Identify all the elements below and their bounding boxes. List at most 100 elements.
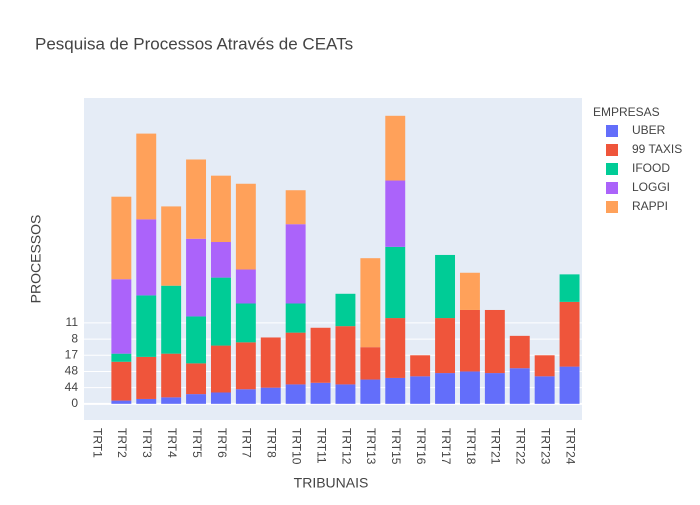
bar-segment — [459, 371, 480, 404]
bar-segment — [136, 398, 157, 404]
bar-segment — [136, 356, 157, 399]
bar-segment — [435, 373, 456, 404]
bar-segment — [235, 303, 256, 343]
bar-segment — [210, 392, 231, 404]
bar-segment — [559, 274, 580, 302]
bar-segment — [360, 258, 381, 348]
bar-segment — [484, 309, 505, 374]
legend-swatch — [606, 182, 618, 194]
bar-segment — [285, 384, 306, 404]
bar-segment — [210, 345, 231, 393]
x-tick-label: TRT16 — [414, 428, 428, 465]
x-tick-label: TRT7 — [240, 428, 254, 458]
bar-segment — [235, 183, 256, 270]
bar-segment — [559, 366, 580, 404]
bar-segment — [260, 387, 281, 404]
bar-segment — [559, 301, 580, 367]
x-tick-label: TRT1 — [90, 428, 104, 458]
bar-segment — [435, 318, 456, 374]
bar-segment — [285, 224, 306, 304]
bar-segment — [435, 254, 456, 319]
legend-label: IFOOD — [632, 161, 670, 175]
bar-segment — [459, 309, 480, 372]
x-tick-label: TRT6 — [215, 428, 229, 458]
bar-segment — [161, 397, 182, 404]
bar-segment — [161, 285, 182, 354]
x-tick-label: TRT18 — [464, 428, 478, 465]
bar-segment — [235, 389, 256, 404]
bar-segment — [385, 377, 406, 404]
bar-segment — [385, 318, 406, 378]
bar-segment — [111, 196, 132, 280]
bar-segment — [484, 373, 505, 404]
bar-segment — [136, 133, 157, 220]
bar-segment — [210, 242, 231, 278]
bar-segment — [360, 347, 381, 380]
bar-segment — [186, 316, 207, 364]
y-axis-title: PROCESSOS — [28, 215, 44, 304]
bar-segment — [111, 400, 132, 404]
x-tick-label: TRT12 — [339, 428, 353, 465]
x-tick-label: TRT24 — [563, 428, 577, 465]
bar-segment — [186, 159, 207, 239]
bar-segment — [335, 326, 356, 385]
bar-segment — [111, 279, 132, 354]
legend-swatch — [606, 201, 618, 213]
y-tick-label: 17 — [65, 347, 79, 361]
bar-segment — [186, 394, 207, 404]
x-tick-label: TRT21 — [489, 428, 503, 465]
bar-segment — [285, 332, 306, 385]
bar-segment — [335, 293, 356, 327]
x-tick-label: TRT15 — [389, 428, 403, 465]
y-tick-label: 48 — [65, 364, 79, 378]
bar-segment — [235, 269, 256, 304]
bar-segment — [260, 337, 281, 388]
bar-segment — [534, 376, 555, 404]
bar-segment — [509, 335, 530, 369]
bar-segment — [410, 355, 431, 377]
bar-segment — [410, 376, 431, 404]
bar-segment — [385, 246, 406, 319]
bar-segment — [235, 342, 256, 390]
bar-segment — [335, 384, 356, 404]
y-tick-label: 8 — [71, 331, 78, 345]
bar-segment — [534, 355, 555, 377]
bar-segment — [385, 115, 406, 181]
legend-label: UBER — [632, 123, 666, 137]
x-tick-label: TRT2 — [115, 428, 129, 458]
bar-segment — [459, 272, 480, 310]
legend-label: 99 TAXIS — [632, 142, 682, 156]
x-tick-label: TRT3 — [140, 428, 154, 458]
bar-segment — [210, 175, 231, 243]
x-tick-label: TRT23 — [538, 428, 552, 465]
bar-segment — [310, 382, 331, 404]
bar-segment — [310, 327, 331, 383]
bar-segment — [136, 219, 157, 296]
legend-swatch — [606, 163, 618, 175]
bar-segment — [136, 295, 157, 357]
chart-title: Pesquisa de Processos Através de CEATs — [35, 34, 353, 53]
x-tick-label: TRT17 — [439, 428, 453, 465]
y-tick-label: 0 — [71, 396, 78, 410]
x-tick-label: TRT4 — [165, 428, 179, 458]
x-tick-label: TRT22 — [514, 428, 528, 465]
bar-segment — [385, 180, 406, 247]
x-axis-title: TRIBUNAIS — [294, 475, 369, 491]
bar-segment — [186, 238, 207, 317]
bar-segment — [285, 190, 306, 225]
x-tick-label: TRT8 — [265, 428, 279, 458]
bar-segment — [285, 303, 306, 333]
legend-swatch — [606, 144, 618, 156]
y-tick-label: 44 — [65, 380, 79, 394]
legend-label: RAPPI — [632, 199, 668, 213]
bar-segment — [210, 277, 231, 346]
bar-segment — [161, 353, 182, 398]
x-tick-label: TRT11 — [314, 428, 328, 464]
legend-swatch — [606, 125, 618, 137]
x-tick-label: TRT13 — [364, 428, 378, 465]
bar-segment — [111, 353, 132, 362]
x-tick-label: TRT10 — [289, 428, 303, 465]
x-tick-label: TRT5 — [190, 428, 204, 458]
y-tick-label: 11 — [66, 315, 79, 329]
legend-label: LOGGI — [632, 180, 670, 194]
